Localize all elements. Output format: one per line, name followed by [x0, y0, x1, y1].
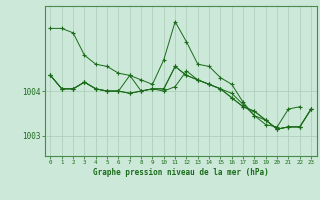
- X-axis label: Graphe pression niveau de la mer (hPa): Graphe pression niveau de la mer (hPa): [93, 168, 269, 177]
